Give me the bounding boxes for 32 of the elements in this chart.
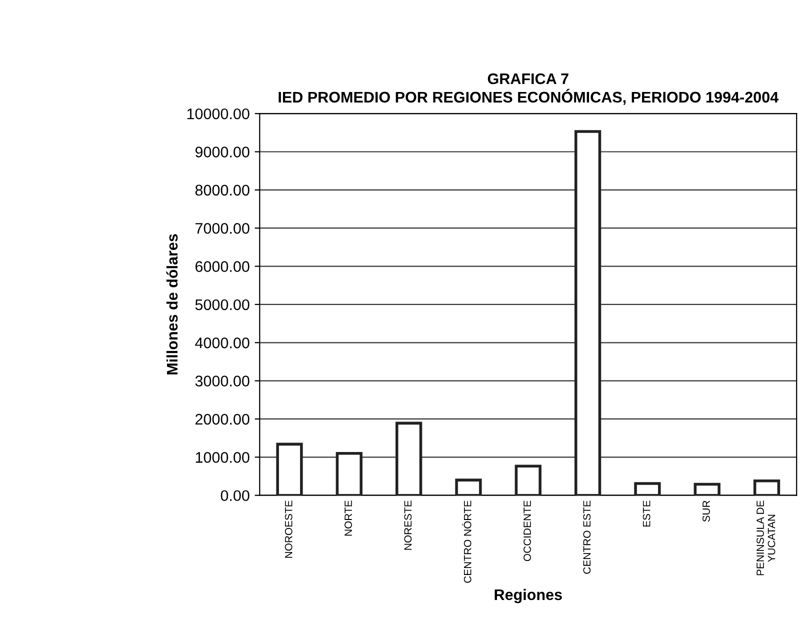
bar	[574, 130, 602, 496]
bar	[634, 482, 661, 496]
x-tick-label: CENTRO NÓRTE	[462, 500, 472, 583]
x-axis-title: Regiones	[494, 588, 562, 604]
y-tick-label: 7000.00	[196, 222, 250, 234]
x-tick-label: ESTE	[642, 500, 650, 527]
y-tick-label: 1000.00	[196, 452, 250, 463]
y-tick-label: 0.00	[220, 490, 250, 502]
y-tick-label: 4000.00	[195, 338, 250, 348]
x-tick-label: OCCIDENTE	[524, 500, 531, 562]
y-tick-label: 6000.00	[196, 261, 250, 272]
y-tick-label: 5000.00	[195, 299, 250, 310]
bar	[694, 482, 720, 496]
bar	[396, 422, 422, 496]
y-tick-label: 2000.00	[196, 414, 250, 425]
x-tick-label: CENTRO ESTE	[583, 500, 591, 574]
x-tick-label: NORTE	[344, 500, 352, 536]
y-tick-label: 10000.00	[187, 108, 250, 120]
y-tick-label: 3000.00	[195, 376, 250, 386]
chart-title: GRAFICA 7 IED PROMEDIO POR REGIONES ECONÓMICAS, PERIODO 1994-2004	[278, 73, 779, 105]
y-tick-label: 9000.00	[195, 146, 250, 158]
x-tick-label: PENINSULA DE YUCATAN	[756, 500, 776, 576]
x-tick-label: SUR	[702, 500, 710, 522]
bar	[336, 452, 362, 496]
bar	[753, 479, 780, 496]
bar	[514, 464, 542, 496]
x-tick-label: NORESTE	[404, 500, 412, 550]
y-tick-label: 8000.00	[195, 184, 250, 196]
x-tick-label: NOROESTE	[284, 500, 292, 558]
y-axis-title: Millones de dólares	[166, 234, 178, 374]
bar	[455, 478, 482, 496]
bar	[276, 442, 303, 496]
